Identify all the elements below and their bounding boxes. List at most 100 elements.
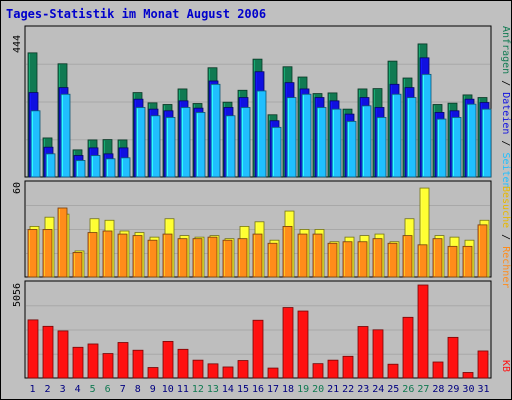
day-label-1: 1: [30, 384, 36, 395]
bar-kb-day-26: [402, 316, 414, 379]
legend-dateien: Dateien: [500, 92, 511, 134]
day-labels: 1 2 3 4 5 6 7 8 9 10 11 12 13 14 15 16 17 18 19 20 21 22 23 24 2…: [30, 384, 490, 395]
bar-rechner-day-14: [222, 239, 233, 278]
bar-kb-day-10: [162, 340, 174, 379]
bar-rechner-day-6: [102, 230, 113, 278]
panel-kilobytes: [24, 280, 492, 379]
chart-title: Tages-Statistik im Monat August 2006: [6, 7, 266, 21]
bar-kb-day-13: [207, 363, 219, 379]
bar-rechner-day-18: [282, 225, 293, 278]
bar-seiten-day-28: [436, 118, 447, 178]
day-label-4: 4: [75, 384, 81, 395]
day-label-26: 26: [402, 384, 414, 395]
day-label-24: 24: [372, 384, 384, 395]
bar-seiten-day-4: [75, 160, 86, 178]
day-label-14: 14: [222, 384, 234, 395]
bar-kb-day-30: [462, 372, 474, 379]
bar-seiten-day-13: [210, 83, 221, 178]
bar-seiten-day-10: [165, 117, 176, 178]
bar-rechner-day-1: [27, 229, 38, 278]
bar-seiten-day-25: [391, 93, 402, 178]
bar-rechner-day-30: [462, 245, 473, 278]
bar-seiten-day-22: [346, 120, 357, 178]
bar-rechner-day-21: [327, 242, 338, 278]
bar-kb-day-18: [282, 307, 294, 379]
bar-seiten-day-12: [195, 112, 206, 178]
bar-kb-day-20: [312, 363, 324, 379]
bar-kb-day-15: [237, 360, 249, 379]
bar-seiten-day-8: [135, 107, 146, 178]
bar-seiten-day-31: [481, 108, 492, 178]
day-label-10: 10: [162, 384, 174, 395]
legend-separator: /: [500, 74, 511, 92]
day-label-7: 7: [120, 384, 126, 395]
bar-rechner-day-20: [312, 233, 323, 278]
day-label-22: 22: [342, 384, 354, 395]
bar-seiten-day-20: [316, 107, 327, 178]
bar-kb-day-1: [27, 319, 39, 379]
bar-rechner-day-7: [117, 233, 128, 278]
bar-rechner-day-19: [297, 233, 308, 278]
bar-kb-day-31: [477, 350, 489, 379]
day-label-15: 15: [237, 384, 249, 395]
bar-rechner-day-23: [357, 241, 368, 278]
bar-rechner-day-31: [477, 224, 488, 278]
legend-middle: Besuche / Rechner: [500, 186, 511, 288]
bar-kb-day-22: [342, 355, 354, 379]
bar-rechner-day-28: [432, 238, 443, 278]
bar-rechner-day-24: [372, 238, 383, 278]
day-label-20: 20: [312, 384, 324, 395]
day-label-9: 9: [150, 384, 156, 395]
legend-rechner: Rechner: [500, 246, 511, 288]
bar-rechner-day-12: [192, 238, 203, 278]
day-label-3: 3: [60, 384, 66, 395]
bar-seiten-day-11: [180, 107, 191, 178]
bar-seiten-day-3: [60, 93, 71, 178]
bar-kb-day-16: [252, 319, 264, 379]
day-label-31: 31: [477, 384, 489, 395]
legend-seiten: Seiten: [500, 152, 511, 188]
legend-kb: KB: [500, 360, 511, 372]
bar-seiten-day-21: [331, 108, 342, 178]
bar-kb-day-4: [72, 346, 84, 379]
legend-separator: /: [500, 228, 511, 246]
bar-seiten-day-19: [301, 93, 312, 178]
legend-top: Anfragen / Dateien / Seiten: [500, 26, 511, 189]
bar-rechner-day-13: [207, 236, 218, 278]
panel-visits-hosts: [24, 180, 492, 278]
bar-seiten-day-15: [240, 107, 251, 178]
bar-rechner-day-27: [417, 244, 428, 278]
bar-rechner-day-29: [447, 245, 458, 278]
bar-kb-day-24: [372, 329, 384, 379]
bar-seiten-day-26: [406, 97, 417, 178]
bar-seiten-day-23: [361, 105, 372, 178]
bar-kb-day-28: [432, 361, 444, 379]
bar-rechner-day-26: [402, 235, 413, 278]
bar-kb-day-21: [327, 359, 339, 379]
bar-kb-day-17: [267, 367, 279, 379]
bar-kb-day-7: [117, 342, 129, 379]
bar-rechner-day-17: [267, 242, 278, 278]
bar-rechner-day-5: [87, 232, 98, 278]
bar-rechner-day-2: [42, 229, 53, 278]
bar-seiten-day-30: [466, 103, 477, 178]
bar-kb-day-6: [102, 353, 114, 379]
day-label-28: 28: [432, 384, 444, 395]
bar-rechner-day-25: [387, 242, 398, 278]
bar-seiten-day-16: [256, 90, 267, 178]
day-label-6: 6: [105, 384, 111, 395]
bar-kb-day-27: [417, 284, 429, 379]
day-label-8: 8: [135, 384, 141, 395]
bar-kb-day-2: [42, 325, 54, 379]
bar-kb-day-29: [447, 336, 459, 379]
bar-seiten-day-27: [421, 73, 432, 178]
bar-seiten-day-24: [376, 117, 387, 178]
bar-rechner-day-3: [57, 207, 68, 278]
bar-seiten-day-2: [45, 153, 56, 178]
day-label-21: 21: [327, 384, 339, 395]
bar-seiten-day-14: [225, 115, 236, 178]
bar-kb-day-25: [387, 363, 399, 379]
bar-rechner-day-9: [147, 239, 158, 278]
bar-kb-day-3: [57, 330, 69, 379]
